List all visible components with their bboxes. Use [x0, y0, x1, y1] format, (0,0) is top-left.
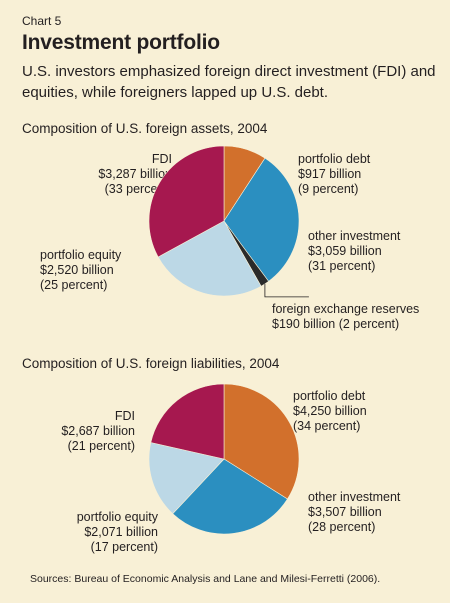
assets-pie-title: Composition of U.S. foreign assets, 2004: [22, 121, 268, 136]
assets-slice-portfolio-equity: [157, 220, 262, 297]
liabilities-label-portfolio-equity: portfolio equity $2,071 billion (17 perc…: [76, 510, 158, 554]
chart-title: Investment portfolio: [22, 31, 220, 54]
liabilities-slice-other-investment: [172, 458, 288, 535]
liabilities-pie-title: Composition of U.S. foreign liabilities,…: [22, 356, 280, 371]
assets-label-other-investment: other investment $3,059 billion (31 perc…: [308, 229, 401, 273]
liabilities-label-portfolio-debt: portfolio debt $4,250 billion (34 percen…: [293, 389, 367, 433]
assets-reserves-leader-line: [264, 283, 309, 298]
chart-number: Chart 5: [22, 14, 62, 28]
liabilities-slice-fdi: [150, 383, 225, 460]
assets-label-portfolio-debt: portfolio debt $917 billion (9 percent): [298, 152, 371, 196]
assets-slice-other-investment: [223, 157, 300, 282]
assets-label-portfolio-equity: portfolio equity $2,520 billion (25 perc…: [40, 248, 122, 292]
sources-note: Sources: Bureau of Economic Analysis and…: [30, 573, 381, 585]
chart-subtitle: U.S. investors emphasized foreign direct…: [22, 63, 436, 101]
liabilities-label-fdi: FDI $2,687 billion (21 percent): [61, 409, 135, 453]
liabilities-slice-portfolio-equity: [148, 442, 225, 515]
assets-slice-fdi: [148, 145, 225, 258]
liabilities-slice-portfolio-debt: [223, 383, 300, 500]
assets-label-reserves: foreign exchange reserves $190 billion (…: [272, 302, 420, 331]
liabilities-label-other-investment: other investment $3,507 billion (28 perc…: [308, 490, 401, 534]
